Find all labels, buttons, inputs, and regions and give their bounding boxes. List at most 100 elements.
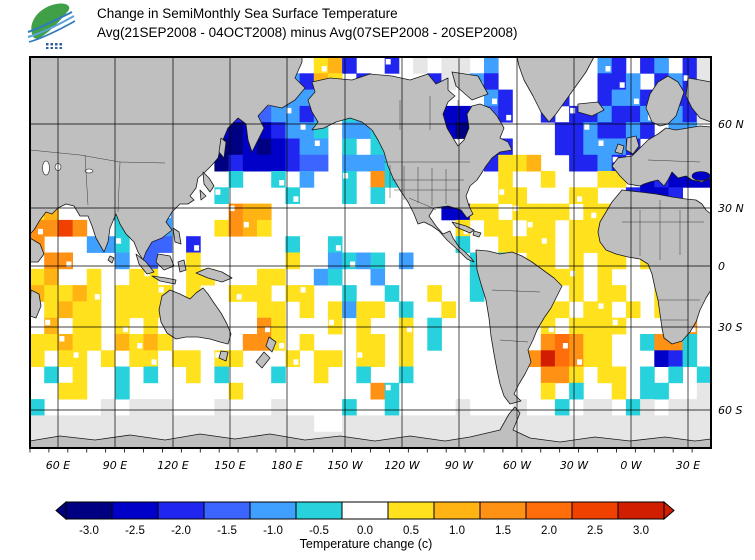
anomaly-cell	[640, 57, 655, 74]
anomaly-cell	[540, 366, 556, 384]
anomaly-cell-gap	[605, 66, 611, 72]
world-map: 60 E 90 E 120 E 150 E 180 E 150 W 120 W 90 W 60 …	[29, 56, 744, 472]
anomaly-cell	[583, 334, 598, 351]
anomaly-cell	[427, 334, 442, 351]
anomaly-cell	[100, 415, 116, 433]
anomaly-cell	[72, 415, 88, 433]
anomaly-cell	[299, 301, 315, 319]
anomaly-cell-gap	[591, 212, 597, 219]
anomaly-cell	[115, 415, 130, 433]
anomaly-cell	[569, 317, 584, 335]
graticule	[30, 57, 711, 448]
anomaly-cell-gap	[73, 352, 79, 358]
anomaly-cell	[640, 366, 655, 384]
anomaly-cell	[299, 415, 315, 433]
anomaly-cell	[540, 415, 556, 433]
anomaly-cell	[526, 415, 542, 433]
colorbar-segment	[387, 501, 435, 520]
anomaly-cell	[200, 415, 215, 433]
anomaly-cell	[569, 415, 584, 433]
anomaly-cell-gap	[499, 189, 505, 195]
anomaly-cell	[455, 57, 471, 74]
baffin-island	[451, 71, 489, 101]
colorbar-tick-label: 2.5	[587, 525, 603, 537]
anomaly-cell	[668, 399, 683, 416]
anomaly-cell	[327, 252, 343, 270]
anomaly-cell-gap	[158, 287, 164, 293]
anomaly-cell	[100, 350, 116, 367]
anomaly-cell	[242, 415, 258, 433]
colorbar-tick-label: 0.5	[403, 525, 419, 537]
anomaly-cell	[498, 236, 513, 253]
anomaly-cell	[228, 154, 244, 172]
anomaly-cell	[342, 415, 357, 433]
anomaly-cell	[186, 350, 201, 367]
anomaly-cell-gap	[577, 359, 583, 365]
anomaly-cell	[484, 203, 499, 221]
anomaly-cell	[540, 382, 556, 400]
anomaly-cell-gap	[612, 319, 618, 326]
logo-caption-marks	[46, 43, 62, 49]
anomaly-cell	[583, 415, 598, 433]
anomaly-cell	[540, 203, 556, 221]
anomaly-cell-gap	[45, 319, 51, 326]
anomaly-cell	[654, 350, 669, 367]
anomaly-cell	[115, 252, 130, 270]
anomaly-cell	[115, 285, 130, 302]
anomaly-cell	[554, 122, 570, 139]
anomaly-cell	[569, 138, 584, 156]
anomaly-cell	[257, 285, 272, 302]
japan-kyushu	[199, 189, 207, 201]
anomaly-cell	[58, 301, 73, 319]
anomaly-cell	[554, 415, 570, 433]
anomaly-cell	[611, 105, 627, 123]
anomaly-cell	[597, 317, 613, 335]
anomaly-cell-gap	[548, 326, 554, 333]
anomaly-cell	[242, 334, 258, 351]
plot-title: Change in SemiMonthly Sea Surface Temper…	[97, 6, 398, 21]
anomaly-cell	[469, 285, 485, 302]
anomaly-cell	[625, 122, 641, 139]
anomaly-cell	[640, 122, 655, 139]
anomaly-cell	[342, 187, 357, 204]
anomaly-cell	[583, 399, 598, 416]
anomaly-cell	[356, 301, 371, 319]
anomaly-cell	[44, 415, 59, 433]
colorbar-tick-label: -3.0	[79, 525, 99, 537]
lon-label: 0 W	[620, 459, 642, 472]
anomaly-cell	[583, 219, 598, 237]
new-guinea	[195, 267, 233, 283]
anomaly-cell	[370, 334, 386, 351]
anomaly-cell	[597, 350, 613, 367]
anomaly-cell-gap	[38, 228, 43, 235]
black-sea	[691, 171, 711, 181]
anomaly-cell-gap	[236, 294, 242, 300]
landmass-europe	[611, 125, 712, 187]
anomaly-cell	[228, 138, 244, 156]
anomaly-cell	[129, 301, 144, 319]
anomaly-cell	[625, 301, 641, 319]
lon-label: 30 W	[560, 459, 589, 472]
colorbar-segment	[249, 501, 297, 520]
finland-nw-russia	[685, 77, 712, 123]
anomaly-cell	[313, 366, 329, 384]
anomaly-cell	[30, 268, 45, 286]
colorbar-tick-label: -2.5	[125, 525, 145, 537]
colorbar-tick-label: -1.0	[263, 525, 283, 537]
anomaly-cell-gap	[215, 189, 221, 195]
anomaly-cell	[384, 415, 400, 433]
anomaly-cell	[583, 236, 598, 253]
anomaly-cell	[342, 399, 357, 416]
anomaly-cell	[654, 415, 669, 433]
lake-balkhash	[84, 168, 94, 174]
anomaly-cell	[597, 415, 613, 433]
anomaly-cell	[72, 366, 88, 384]
anomaly-cell	[299, 105, 315, 123]
anomaly-cell	[342, 285, 357, 302]
anomaly-cell	[484, 219, 499, 237]
anomaly-cell	[554, 350, 570, 367]
anomaly-cell	[498, 219, 513, 237]
anomaly-cell	[398, 334, 414, 351]
anomaly-cell	[257, 154, 272, 172]
anomaly-cell	[342, 57, 357, 74]
